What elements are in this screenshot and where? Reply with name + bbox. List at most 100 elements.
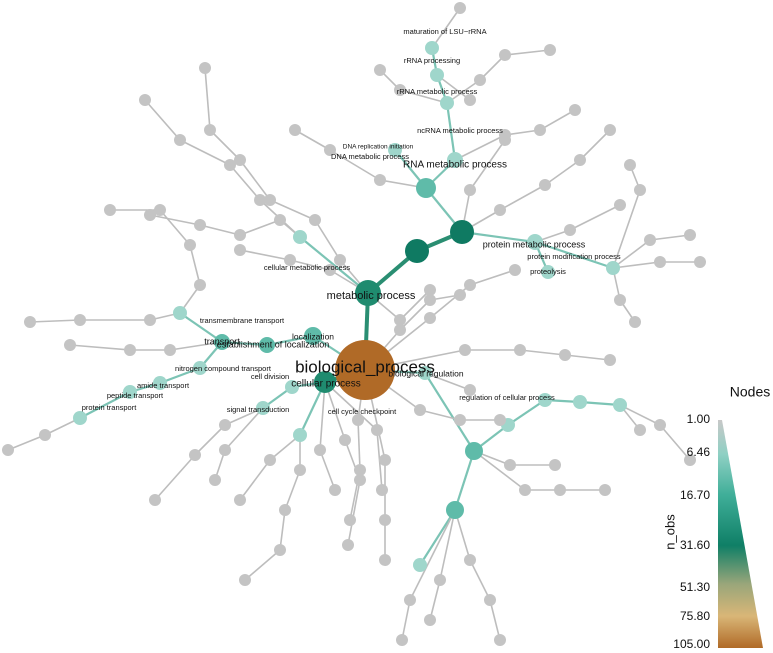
node [339, 434, 351, 446]
node [219, 444, 231, 456]
node [144, 209, 156, 221]
node [324, 144, 336, 156]
edge [499, 184, 546, 211]
node [599, 484, 611, 496]
edge [612, 261, 661, 269]
node [414, 404, 426, 416]
edge [399, 289, 431, 321]
edge [239, 219, 281, 236]
edge [244, 549, 281, 581]
node [464, 94, 476, 106]
node [494, 414, 506, 426]
legend-tick-label: 105.00 [673, 637, 710, 651]
node-label: establishment of localization [217, 339, 330, 349]
node [234, 494, 246, 506]
edge [659, 424, 691, 461]
node [214, 334, 230, 350]
node [654, 419, 666, 431]
node [73, 411, 87, 425]
labels: biological_process metabolic process RNA m… [82, 27, 621, 416]
edge [294, 129, 331, 151]
node [74, 314, 86, 326]
node [464, 554, 476, 566]
edge [569, 204, 621, 231]
node [304, 327, 322, 345]
edge [199, 224, 241, 236]
edge [289, 259, 331, 271]
legend-tick-label: 75.80 [680, 609, 710, 623]
legend-tick-label: 16.70 [680, 488, 710, 502]
edge [461, 230, 536, 244]
edge [519, 349, 566, 356]
edge [269, 199, 316, 221]
node [534, 124, 546, 136]
node [614, 294, 626, 306]
edge [149, 214, 201, 226]
node [354, 464, 366, 476]
edge [179, 139, 231, 166]
legend-axis-label: n_obs [662, 514, 677, 550]
edge [79, 391, 131, 419]
node [274, 214, 286, 226]
edge [239, 459, 271, 501]
edge [473, 450, 526, 491]
legend-title: Nodes [730, 384, 770, 400]
edge [424, 372, 475, 452]
node [153, 376, 167, 390]
legend-tick-label: 1.00 [687, 412, 711, 426]
node [519, 484, 531, 496]
edge [439, 509, 456, 581]
node-label: rRNA processing [404, 56, 460, 65]
node [376, 484, 388, 496]
node [394, 84, 406, 96]
edge [469, 139, 506, 191]
edge [619, 404, 661, 426]
node [234, 229, 246, 241]
node [256, 401, 270, 415]
edge [154, 454, 196, 501]
node [342, 539, 354, 551]
node [464, 184, 476, 196]
edges [7, 7, 700, 641]
edge [179, 312, 223, 343]
edge [357, 419, 361, 471]
node [509, 264, 521, 276]
color-scale [718, 420, 763, 648]
edge [507, 399, 546, 426]
node [289, 124, 301, 136]
node-label: cell division [251, 372, 289, 381]
nodes [2, 2, 706, 646]
edge [504, 49, 551, 56]
node [314, 371, 336, 393]
edge [224, 407, 264, 451]
edge [579, 129, 611, 161]
node [447, 152, 463, 168]
node [424, 284, 436, 296]
node [450, 220, 474, 244]
edge [159, 209, 191, 246]
node [474, 74, 486, 86]
node [224, 159, 236, 171]
edge [409, 509, 456, 601]
edge [299, 236, 369, 294]
node [204, 124, 216, 136]
node-label: DNA metabolic process [331, 152, 409, 161]
node [425, 41, 439, 55]
node-label: amide transport [137, 381, 190, 390]
edge [469, 269, 516, 286]
node-label: biological regulation [388, 368, 463, 378]
node [559, 349, 571, 361]
node-label: metabolic process [327, 290, 416, 302]
node-label: regulation of cellular process [459, 393, 555, 402]
node-label: protein modification process [527, 252, 621, 261]
node [352, 414, 364, 426]
node [413, 558, 427, 572]
node [499, 129, 511, 141]
node [285, 380, 299, 394]
node-label: RNA metabolic process [403, 160, 507, 171]
node [371, 424, 383, 436]
node [139, 94, 151, 106]
node [424, 614, 436, 626]
edge [29, 319, 81, 323]
